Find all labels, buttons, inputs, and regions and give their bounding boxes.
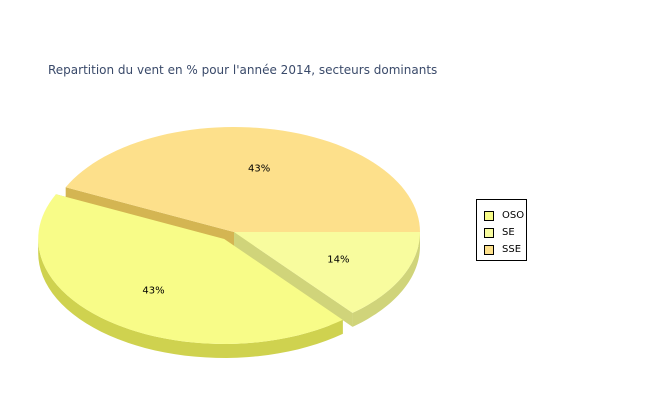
pie-slice-oso	[38, 194, 343, 344]
slice-label-se: 14%	[327, 255, 349, 266]
slice-label-oso: 43%	[142, 285, 164, 296]
pie-slice-sse	[65, 127, 420, 232]
slice-label-sse: 43%	[248, 163, 270, 174]
pie-slices	[38, 127, 420, 344]
slice-outer-wall	[38, 238, 343, 358]
legend-swatch-se	[484, 227, 494, 238]
pie-slice-se	[234, 232, 420, 313]
pie-labels: 43% 43% 14%	[142, 163, 349, 296]
legend-label-sse: SSE	[502, 244, 522, 255]
legend-label-oso: OSO	[502, 210, 525, 221]
chart-title: Repartition du vent en % pour l'année 20…	[48, 63, 438, 77]
legend-label-se: SE	[502, 227, 515, 238]
slice-edge-wall	[234, 232, 353, 327]
slice-outer-wall	[352, 232, 420, 327]
legend-item-se: SE	[484, 224, 526, 241]
legend: OSO SE SSE	[476, 199, 527, 261]
legend-swatch-sse	[484, 244, 494, 255]
legend-item-sse: SSE	[484, 241, 526, 258]
legend-swatch-oso	[484, 210, 494, 221]
legend-item-oso: OSO	[484, 207, 526, 224]
